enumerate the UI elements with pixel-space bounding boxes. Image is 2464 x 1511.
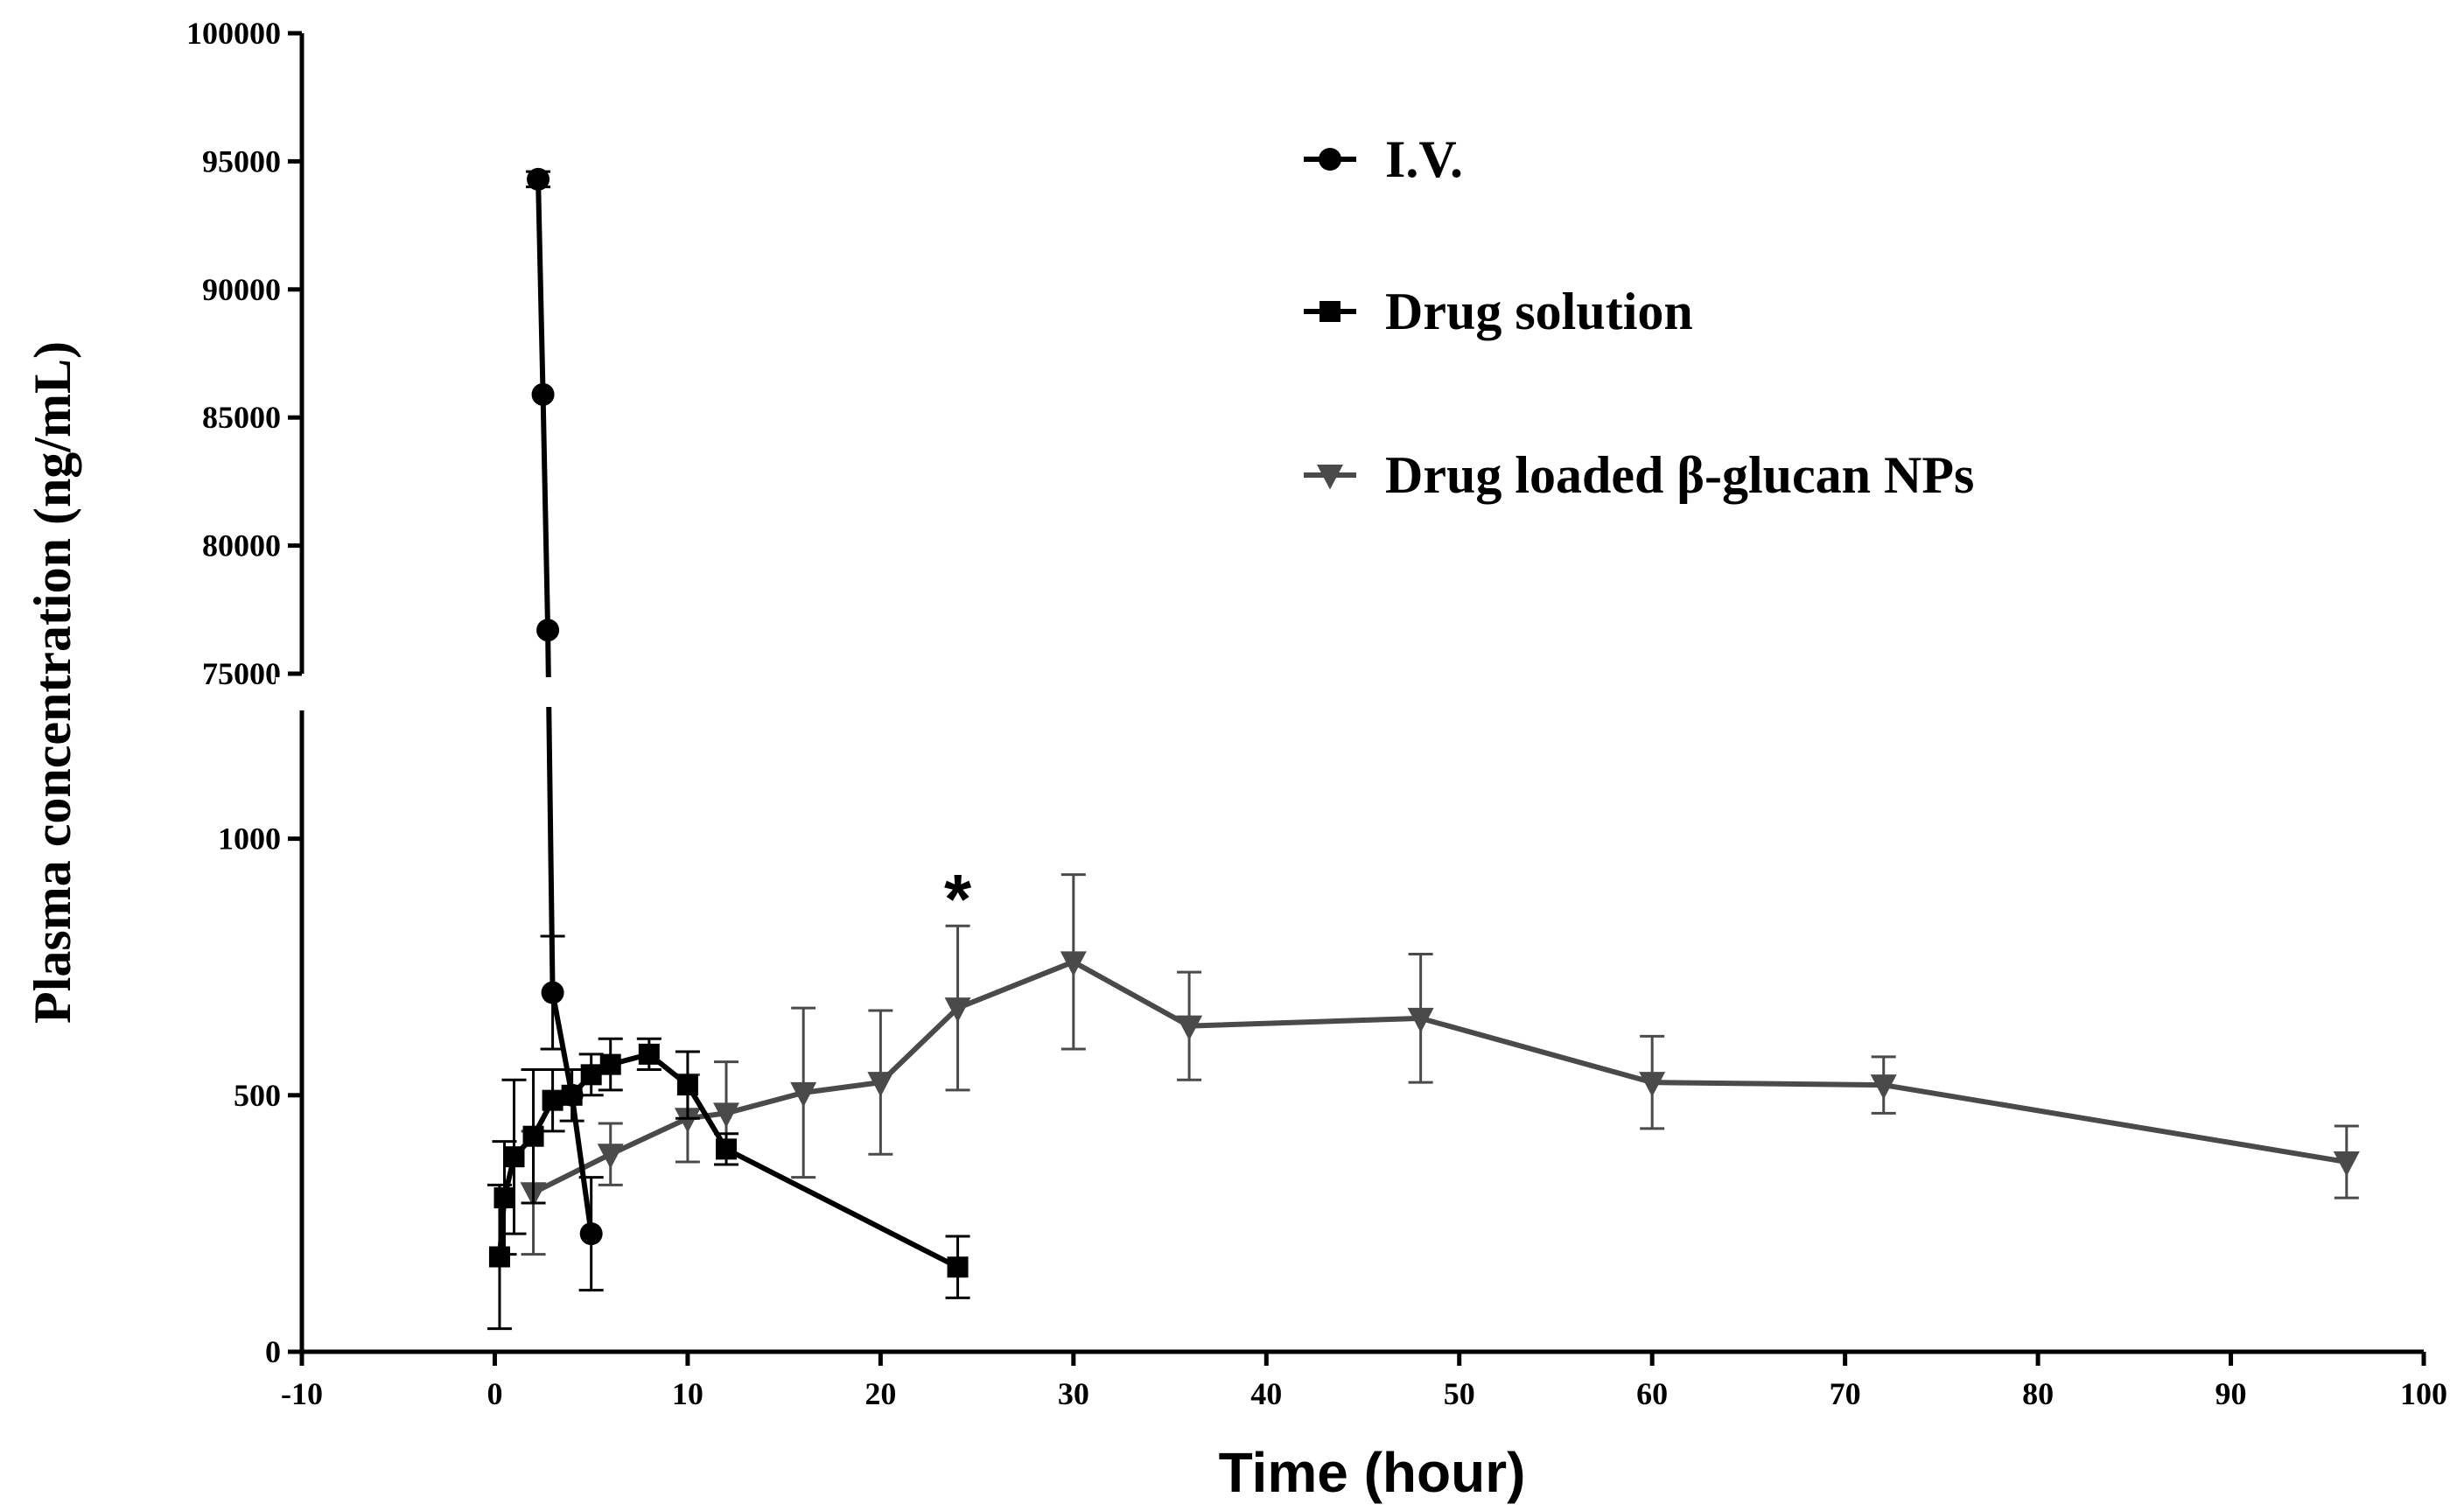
x-tick-label: 80 [2022, 1376, 2054, 1411]
x-tick-label: 90 [2216, 1376, 2247, 1411]
y-tick-label: 75000 [202, 656, 281, 691]
x-tick-label: -10 [281, 1376, 323, 1411]
data-point [1176, 1015, 1203, 1041]
y-tick-label: 500 [234, 1078, 281, 1113]
legend-marker [1317, 465, 1343, 490]
series-line [536, 178, 594, 1235]
data-point [541, 981, 564, 1004]
legend-label: Drug loaded β-glucan NPs [1385, 446, 1974, 504]
legend-item: Drug solution [1304, 283, 1693, 340]
series-i-v [526, 167, 604, 1292]
data-point [494, 1187, 515, 1209]
data-point [2333, 1151, 2360, 1177]
y-tick-label: 80000 [202, 528, 281, 563]
legend-label: I.V. [1385, 130, 1463, 188]
x-tick-label: 30 [1058, 1376, 1089, 1411]
data-point [1060, 951, 1087, 976]
data-point [536, 619, 560, 642]
x-axis-title: Time (hour) [1219, 1441, 1526, 1504]
data-point [522, 1125, 544, 1147]
data-point [527, 167, 550, 191]
data-point [503, 1146, 525, 1168]
data-point [944, 997, 971, 1023]
data-point [713, 1102, 739, 1128]
data-point [560, 1083, 584, 1107]
data-point [674, 1108, 701, 1133]
series-layer: * [276, 167, 2360, 1331]
data-point [716, 1138, 737, 1160]
data-point [638, 1043, 660, 1065]
data-point [542, 1089, 564, 1111]
x-tick-label: 100 [2400, 1376, 2447, 1411]
data-point [597, 1144, 624, 1169]
significance-asterisk: * [944, 860, 972, 938]
x-tick-label: 0 [486, 1376, 502, 1411]
y-tick-label: 95000 [202, 143, 281, 178]
series-drug-loaded-glucan-nps [520, 873, 2360, 1256]
y-tick-label: 90000 [202, 272, 281, 307]
y-tick-label: 85000 [202, 400, 281, 435]
x-tick-label: 70 [1830, 1376, 1861, 1411]
data-point [1870, 1074, 1897, 1100]
y-axis-title: Plasma concentration (ng/mL) [24, 341, 81, 1024]
x-tick-label: 60 [1636, 1376, 1668, 1411]
data-point [790, 1081, 817, 1108]
data-point [580, 1064, 602, 1086]
data-point [676, 1074, 698, 1096]
y-tick-label: 0 [265, 1334, 281, 1369]
legend: I.V. Drug solution Drug loaded β-glucan NP… [1304, 130, 1974, 504]
data-point [579, 1222, 603, 1246]
y-tick-label: 1000 [218, 822, 281, 857]
data-point [947, 1256, 969, 1278]
legend-label: Drug solution [1385, 283, 1693, 340]
axis-break-gap [276, 677, 591, 707]
legend-marker [1319, 148, 1341, 171]
x-tick-label: 40 [1250, 1376, 1282, 1411]
data-point [867, 1072, 894, 1097]
legend-item: Drug loaded β-glucan NPs [1304, 446, 1974, 504]
data-point [488, 1246, 510, 1268]
series-drug-solution [486, 1037, 970, 1331]
legend-item: I.V. [1304, 130, 1463, 188]
axes: 050010007500080000850009000095000100000-… [186, 16, 2447, 1411]
x-tick-label: 50 [1444, 1376, 1475, 1411]
data-point [1407, 1007, 1434, 1033]
legend-marker [1320, 301, 1340, 322]
data-point [599, 1053, 621, 1075]
series-line [532, 959, 2348, 1195]
y-tick-label: 100000 [186, 16, 281, 51]
x-tick-label: 20 [864, 1376, 896, 1411]
x-tick-label: 10 [672, 1376, 704, 1411]
data-point [531, 382, 555, 406]
data-point [1639, 1072, 1666, 1097]
